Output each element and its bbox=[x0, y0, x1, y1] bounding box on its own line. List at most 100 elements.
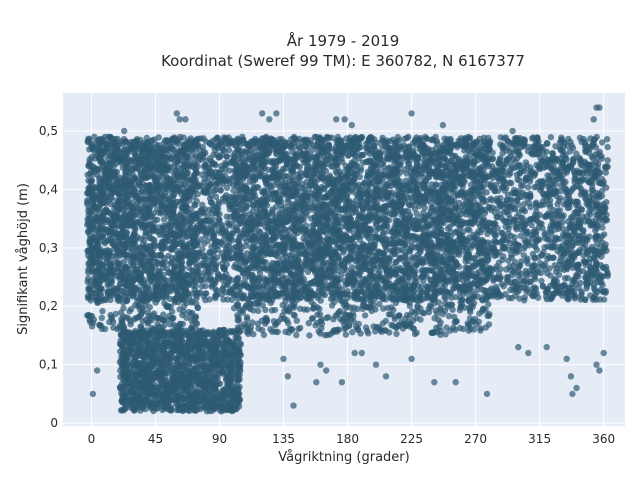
data-point bbox=[228, 296, 236, 303]
data-point bbox=[543, 289, 550, 296]
data-point bbox=[571, 226, 578, 234]
data-point bbox=[503, 196, 511, 203]
data-point bbox=[568, 221, 575, 228]
data-point bbox=[576, 134, 584, 141]
data-point bbox=[547, 228, 554, 235]
data-point bbox=[547, 272, 554, 279]
data-point bbox=[510, 155, 517, 163]
data-point bbox=[604, 270, 611, 278]
data-point bbox=[498, 239, 505, 246]
data-point bbox=[508, 295, 515, 302]
data-point bbox=[568, 252, 575, 260]
data-point bbox=[550, 153, 557, 161]
data-point bbox=[534, 179, 542, 187]
data-point bbox=[209, 160, 216, 167]
data-point bbox=[205, 169, 213, 177]
data-point bbox=[552, 143, 559, 150]
data-point bbox=[596, 148, 603, 156]
chart-title-line2: Koordinat (Sweref 99 TM): E 360782, N 61… bbox=[161, 52, 525, 70]
data-point bbox=[223, 213, 230, 220]
data-point bbox=[492, 239, 500, 246]
data-point bbox=[499, 160, 507, 167]
data-point bbox=[531, 284, 539, 291]
data-point bbox=[496, 199, 503, 207]
data-point bbox=[498, 184, 506, 191]
data-point bbox=[528, 263, 536, 270]
data-point bbox=[508, 180, 515, 187]
data-point bbox=[452, 152, 459, 160]
data-point bbox=[225, 222, 233, 229]
data-point bbox=[559, 283, 566, 290]
data-point bbox=[568, 261, 575, 268]
data-point bbox=[223, 161, 230, 168]
data-point bbox=[594, 279, 601, 286]
data-point bbox=[504, 273, 512, 281]
data-point bbox=[226, 289, 233, 296]
data-point bbox=[587, 211, 594, 218]
data-point bbox=[572, 201, 580, 208]
data-point bbox=[585, 218, 592, 225]
data-point bbox=[539, 190, 546, 197]
data-point bbox=[576, 222, 584, 230]
data-point bbox=[517, 182, 525, 189]
data-point bbox=[223, 281, 231, 288]
data-point bbox=[603, 136, 611, 143]
data-point bbox=[213, 193, 220, 200]
data-point bbox=[572, 175, 579, 182]
data-point bbox=[586, 233, 593, 240]
data-point bbox=[491, 252, 498, 260]
data-point bbox=[551, 243, 558, 250]
data-point bbox=[527, 167, 534, 174]
data-point bbox=[587, 177, 594, 184]
data-point bbox=[526, 190, 534, 197]
data-point bbox=[599, 139, 606, 146]
data-point bbox=[213, 210, 220, 217]
data-point bbox=[212, 293, 219, 300]
data-point bbox=[544, 172, 551, 179]
data-point bbox=[562, 232, 570, 239]
data-point bbox=[219, 146, 226, 154]
data-point bbox=[563, 265, 571, 273]
data-point bbox=[213, 151, 221, 158]
data-point bbox=[535, 254, 542, 261]
data-point bbox=[227, 137, 235, 144]
data-point bbox=[599, 224, 606, 231]
data-point bbox=[219, 286, 226, 293]
data-point bbox=[544, 140, 551, 147]
data-point bbox=[547, 134, 555, 141]
data-point bbox=[534, 217, 541, 225]
data-point bbox=[496, 275, 504, 282]
data-point bbox=[582, 296, 589, 304]
data-point bbox=[512, 240, 519, 247]
data-point bbox=[535, 202, 543, 209]
data-point bbox=[596, 216, 603, 223]
data-point bbox=[202, 162, 209, 169]
data-point bbox=[562, 151, 569, 159]
data-point bbox=[522, 239, 529, 246]
chart-title-line1: År 1979 - 2019 bbox=[287, 31, 400, 50]
data-point bbox=[497, 141, 504, 148]
data-point bbox=[223, 153, 230, 160]
data-point bbox=[582, 138, 589, 146]
data-point bbox=[593, 201, 600, 208]
data-point bbox=[491, 209, 499, 216]
data-point bbox=[559, 219, 566, 226]
data-point bbox=[216, 216, 223, 223]
data-point bbox=[532, 139, 539, 146]
data-point bbox=[226, 167, 233, 174]
data-point bbox=[597, 286, 604, 294]
data-point bbox=[516, 169, 523, 177]
data-point bbox=[565, 285, 572, 292]
data-point bbox=[569, 185, 576, 193]
data-point bbox=[556, 207, 564, 214]
data-point bbox=[221, 265, 229, 272]
data-point bbox=[495, 259, 503, 266]
data-point bbox=[193, 197, 200, 205]
data-point bbox=[223, 184, 231, 191]
data-point bbox=[587, 205, 595, 212]
data-point bbox=[431, 226, 438, 234]
data-point bbox=[559, 176, 566, 183]
data-point bbox=[222, 247, 230, 254]
data-point bbox=[541, 154, 548, 161]
